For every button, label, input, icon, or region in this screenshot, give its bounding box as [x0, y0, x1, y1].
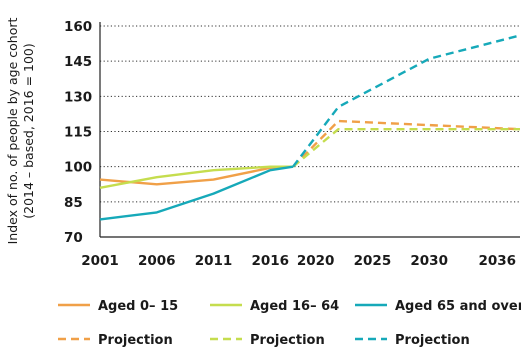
series-line-3: [292, 119, 521, 168]
legend-label-1: Aged 16– 64: [250, 299, 339, 314]
x-tick-label: 2006: [138, 253, 176, 269]
x-tick-label: 2020: [297, 253, 335, 269]
y-axis-title: Index of no. of people by age cohort: [5, 18, 20, 245]
y-tick-label: 70: [64, 230, 83, 246]
x-tick-label: 2016: [251, 253, 289, 269]
y-tick-label: 130: [64, 89, 92, 105]
legend-label-2: Aged 65 and over: [395, 299, 521, 314]
x-tick-label: 2025: [354, 253, 392, 269]
legend: Aged 0– 15 Aged 16– 64 Aged 65 and over Pro…: [58, 299, 521, 348]
y-tick-label: 115: [64, 125, 92, 141]
y-tick-label: 145: [64, 54, 92, 70]
legend-label-4: Projection: [250, 333, 325, 348]
tick-labels: 70 85 100 115 130 145 160 2001 2006 2011 2016 2020 2…: [64, 19, 516, 269]
x-tick-label: 2030: [410, 253, 448, 269]
x-tick-label: 2036: [479, 253, 517, 269]
y-tick-label: 100: [64, 160, 92, 176]
y-axis-title: (2014 – based, 2016 = 100): [21, 43, 36, 219]
legend-label-3: Projection: [98, 333, 173, 348]
legend-label-0: Aged 0– 15: [98, 299, 178, 314]
series-line-4: [292, 127, 520, 168]
y-tick-label: 85: [64, 195, 83, 211]
gridlines: [100, 25, 520, 203]
axes: [99, 22, 520, 238]
x-tick-label: 2011: [195, 253, 233, 269]
series-line-5: [292, 34, 521, 168]
series-line-2: [99, 165, 294, 221]
axis-titles: Index of no. of people by age cohort (201…: [5, 18, 36, 245]
series-line-1: [99, 165, 293, 189]
x-tick-label: 2001: [81, 253, 119, 269]
legend-label-5: Projection: [395, 333, 470, 348]
series-lines: [99, 34, 521, 221]
y-tick-label: 160: [64, 19, 92, 35]
